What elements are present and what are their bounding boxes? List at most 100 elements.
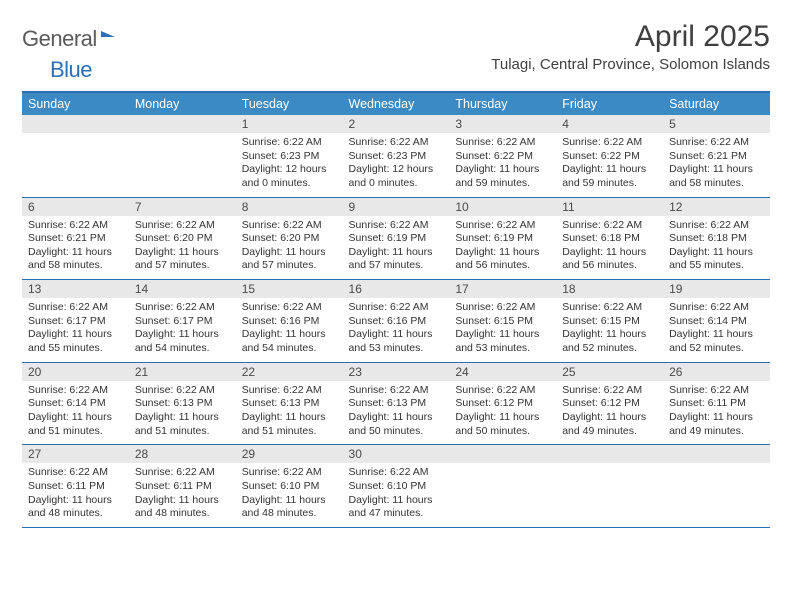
day-body: Sunrise: 6:22 AMSunset: 6:13 PMDaylight:… — [343, 381, 450, 445]
day-cell: 19Sunrise: 6:22 AMSunset: 6:14 PMDayligh… — [663, 280, 770, 363]
day-body: Sunrise: 6:22 AMSunset: 6:20 PMDaylight:… — [129, 216, 236, 280]
day-number: 9 — [343, 198, 450, 216]
day-cell: 18Sunrise: 6:22 AMSunset: 6:15 PMDayligh… — [556, 280, 663, 363]
day-number: 10 — [449, 198, 556, 216]
day-number: 20 — [22, 363, 129, 381]
day-body: Sunrise: 6:22 AMSunset: 6:21 PMDaylight:… — [663, 133, 770, 197]
day-cell: 24Sunrise: 6:22 AMSunset: 6:12 PMDayligh… — [449, 362, 556, 445]
day-cell: 28Sunrise: 6:22 AMSunset: 6:11 PMDayligh… — [129, 445, 236, 528]
day-cell: 13Sunrise: 6:22 AMSunset: 6:17 PMDayligh… — [22, 280, 129, 363]
logo-triangle-icon — [101, 31, 115, 37]
day-body: Sunrise: 6:22 AMSunset: 6:10 PMDaylight:… — [236, 463, 343, 527]
day-body: Sunrise: 6:22 AMSunset: 6:15 PMDaylight:… — [449, 298, 556, 362]
day-body: Sunrise: 6:22 AMSunset: 6:20 PMDaylight:… — [236, 216, 343, 280]
day-body: Sunrise: 6:22 AMSunset: 6:22 PMDaylight:… — [449, 133, 556, 197]
day-cell — [22, 115, 129, 197]
day-number: 3 — [449, 115, 556, 133]
day-cell: 2Sunrise: 6:22 AMSunset: 6:23 PMDaylight… — [343, 115, 450, 197]
day-body: Sunrise: 6:22 AMSunset: 6:23 PMDaylight:… — [236, 133, 343, 197]
day-cell: 11Sunrise: 6:22 AMSunset: 6:18 PMDayligh… — [556, 197, 663, 280]
day-body-empty — [129, 133, 236, 189]
day-number: 1 — [236, 115, 343, 133]
day-body: Sunrise: 6:22 AMSunset: 6:11 PMDaylight:… — [129, 463, 236, 527]
day-cell: 8Sunrise: 6:22 AMSunset: 6:20 PMDaylight… — [236, 197, 343, 280]
day-cell: 12Sunrise: 6:22 AMSunset: 6:18 PMDayligh… — [663, 197, 770, 280]
day-cell — [449, 445, 556, 528]
day-number: 12 — [663, 198, 770, 216]
day-number: 28 — [129, 445, 236, 463]
day-cell: 29Sunrise: 6:22 AMSunset: 6:10 PMDayligh… — [236, 445, 343, 528]
day-body-empty — [449, 463, 556, 519]
week-row: 6Sunrise: 6:22 AMSunset: 6:21 PMDaylight… — [22, 197, 770, 280]
day-body: Sunrise: 6:22 AMSunset: 6:19 PMDaylight:… — [343, 216, 450, 280]
day-body: Sunrise: 6:22 AMSunset: 6:11 PMDaylight:… — [663, 381, 770, 445]
day-cell: 15Sunrise: 6:22 AMSunset: 6:16 PMDayligh… — [236, 280, 343, 363]
day-cell: 21Sunrise: 6:22 AMSunset: 6:13 PMDayligh… — [129, 362, 236, 445]
dow-wednesday: Wednesday — [343, 92, 450, 115]
day-number: 15 — [236, 280, 343, 298]
day-cell: 30Sunrise: 6:22 AMSunset: 6:10 PMDayligh… — [343, 445, 450, 528]
day-number-empty — [22, 115, 129, 133]
month-title: April 2025 — [491, 20, 770, 54]
day-number: 21 — [129, 363, 236, 381]
day-number: 14 — [129, 280, 236, 298]
day-number-empty — [663, 445, 770, 463]
day-number: 25 — [556, 363, 663, 381]
day-cell: 1Sunrise: 6:22 AMSunset: 6:23 PMDaylight… — [236, 115, 343, 197]
day-cell: 23Sunrise: 6:22 AMSunset: 6:13 PMDayligh… — [343, 362, 450, 445]
day-body: Sunrise: 6:22 AMSunset: 6:10 PMDaylight:… — [343, 463, 450, 527]
day-body: Sunrise: 6:22 AMSunset: 6:21 PMDaylight:… — [22, 216, 129, 280]
logo: General — [22, 20, 117, 52]
day-number: 23 — [343, 363, 450, 381]
day-number: 22 — [236, 363, 343, 381]
day-number: 4 — [556, 115, 663, 133]
day-number-empty — [129, 115, 236, 133]
day-body: Sunrise: 6:22 AMSunset: 6:16 PMDaylight:… — [343, 298, 450, 362]
day-number: 13 — [22, 280, 129, 298]
day-number: 11 — [556, 198, 663, 216]
day-body: Sunrise: 6:22 AMSunset: 6:17 PMDaylight:… — [129, 298, 236, 362]
day-number: 19 — [663, 280, 770, 298]
day-body: Sunrise: 6:22 AMSunset: 6:12 PMDaylight:… — [449, 381, 556, 445]
day-body: Sunrise: 6:22 AMSunset: 6:17 PMDaylight:… — [22, 298, 129, 362]
day-cell: 20Sunrise: 6:22 AMSunset: 6:14 PMDayligh… — [22, 362, 129, 445]
day-cell: 3Sunrise: 6:22 AMSunset: 6:22 PMDaylight… — [449, 115, 556, 197]
logo-word2: Blue — [22, 57, 92, 82]
dow-sunday: Sunday — [22, 92, 129, 115]
day-number: 29 — [236, 445, 343, 463]
day-body: Sunrise: 6:22 AMSunset: 6:13 PMDaylight:… — [236, 381, 343, 445]
day-body: Sunrise: 6:22 AMSunset: 6:14 PMDaylight:… — [663, 298, 770, 362]
day-body: Sunrise: 6:22 AMSunset: 6:12 PMDaylight:… — [556, 381, 663, 445]
day-cell: 25Sunrise: 6:22 AMSunset: 6:12 PMDayligh… — [556, 362, 663, 445]
day-number: 6 — [22, 198, 129, 216]
day-cell: 17Sunrise: 6:22 AMSunset: 6:15 PMDayligh… — [449, 280, 556, 363]
day-number: 17 — [449, 280, 556, 298]
day-number: 24 — [449, 363, 556, 381]
day-cell: 9Sunrise: 6:22 AMSunset: 6:19 PMDaylight… — [343, 197, 450, 280]
day-number: 27 — [22, 445, 129, 463]
day-cell: 16Sunrise: 6:22 AMSunset: 6:16 PMDayligh… — [343, 280, 450, 363]
dow-thursday: Thursday — [449, 92, 556, 115]
dow-monday: Monday — [129, 92, 236, 115]
day-number: 18 — [556, 280, 663, 298]
day-body: Sunrise: 6:22 AMSunset: 6:22 PMDaylight:… — [556, 133, 663, 197]
day-body: Sunrise: 6:22 AMSunset: 6:16 PMDaylight:… — [236, 298, 343, 362]
day-cell — [556, 445, 663, 528]
day-cell: 26Sunrise: 6:22 AMSunset: 6:11 PMDayligh… — [663, 362, 770, 445]
day-number: 30 — [343, 445, 450, 463]
day-cell: 4Sunrise: 6:22 AMSunset: 6:22 PMDaylight… — [556, 115, 663, 197]
day-cell: 6Sunrise: 6:22 AMSunset: 6:21 PMDaylight… — [22, 197, 129, 280]
day-body: Sunrise: 6:22 AMSunset: 6:13 PMDaylight:… — [129, 381, 236, 445]
week-row: 13Sunrise: 6:22 AMSunset: 6:17 PMDayligh… — [22, 280, 770, 363]
day-number: 2 — [343, 115, 450, 133]
week-row: 20Sunrise: 6:22 AMSunset: 6:14 PMDayligh… — [22, 362, 770, 445]
day-body: Sunrise: 6:22 AMSunset: 6:19 PMDaylight:… — [449, 216, 556, 280]
calendar-page: General April 2025 Tulagi, Central Provi… — [0, 0, 792, 538]
week-row: 1Sunrise: 6:22 AMSunset: 6:23 PMDaylight… — [22, 115, 770, 197]
day-number: 8 — [236, 198, 343, 216]
calendar-table: Sunday Monday Tuesday Wednesday Thursday… — [22, 91, 770, 528]
dow-friday: Friday — [556, 92, 663, 115]
day-body-empty — [556, 463, 663, 519]
week-row: 27Sunrise: 6:22 AMSunset: 6:11 PMDayligh… — [22, 445, 770, 528]
day-number: 26 — [663, 363, 770, 381]
